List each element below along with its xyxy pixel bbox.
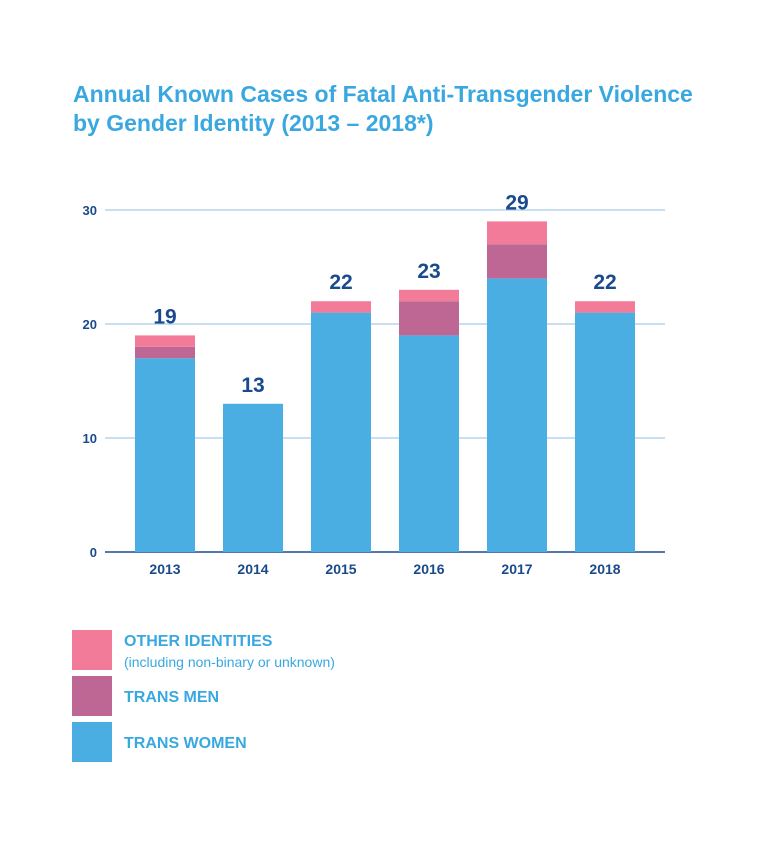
bar-trans-women	[223, 403, 283, 552]
bar-trans-women	[487, 278, 547, 552]
y-tick-label: 20	[83, 317, 97, 332]
legend-swatch-other	[72, 630, 112, 670]
bar-other-identities	[575, 301, 635, 313]
bar-other-identities	[399, 289, 459, 302]
bar-trans-women	[311, 312, 371, 552]
bar-other-identities	[487, 221, 547, 245]
bar-other-identities	[135, 335, 195, 347]
chart-title: Annual Known Cases of Fatal Anti-Transge…	[73, 81, 693, 136]
x-tick-label: 2017	[501, 561, 532, 577]
data-label: 22	[593, 271, 616, 294]
data-label: 13	[241, 374, 264, 397]
legend-swatch-trans-women	[72, 722, 112, 762]
y-tick-label: 30	[83, 203, 97, 218]
bar-trans-women	[575, 312, 635, 552]
bar-trans-men	[135, 346, 195, 359]
legend-label-other: OTHER IDENTITIES	[124, 633, 273, 650]
x-tick-label: 2013	[149, 561, 180, 577]
bar-trans-women	[399, 335, 459, 552]
bar-other-identities	[311, 301, 371, 313]
legend-label-trans-women: TRANS WOMEN	[124, 735, 247, 752]
y-tick-label: 10	[83, 431, 97, 446]
data-label: 19	[153, 305, 176, 328]
x-tick-label: 2014	[237, 561, 268, 577]
data-label: 22	[329, 271, 352, 294]
bar-trans-men	[399, 301, 459, 336]
data-label: 23	[417, 260, 440, 283]
bar-trans-women	[135, 358, 195, 552]
y-tick-label: 0	[90, 545, 97, 560]
legend-sublabel-other: (including non-binary or unknown)	[124, 654, 335, 670]
x-tick-label: 2018	[589, 561, 620, 577]
legend-swatch-trans-men	[72, 676, 112, 716]
x-tick-label: 2016	[413, 561, 444, 577]
legend-label-trans-men: TRANS MEN	[124, 689, 220, 706]
bar-trans-men	[487, 244, 547, 279]
x-tick-label: 2015	[325, 561, 356, 577]
data-label: 29	[505, 191, 528, 214]
